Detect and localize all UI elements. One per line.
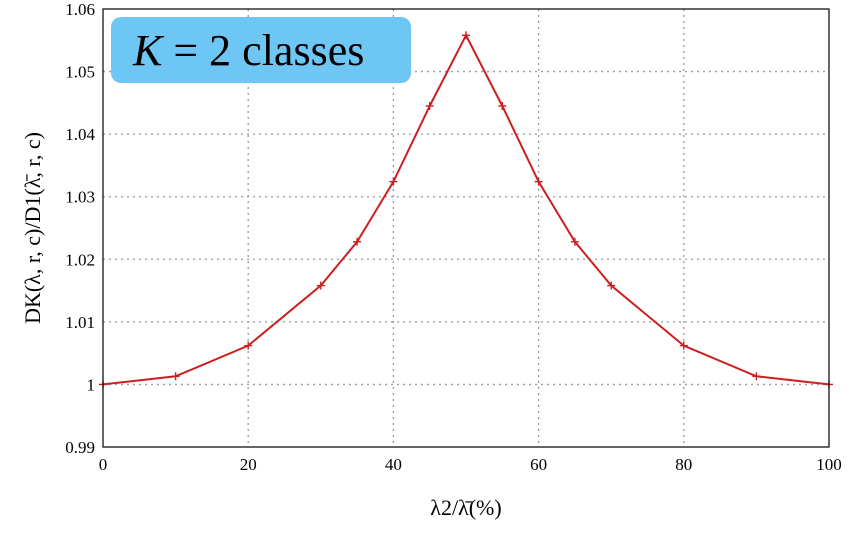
- series-line: [102, 33, 830, 386]
- callout-k: K: [132, 26, 165, 75]
- y-tick-label: 1.03: [65, 188, 95, 207]
- callout-box: [111, 17, 411, 83]
- data-point: [570, 237, 579, 246]
- x-axis-ticks: 0 20 40 60 80 100: [99, 455, 842, 474]
- x-tick-label: 60: [530, 455, 547, 474]
- x-tick-label: 80: [675, 455, 692, 474]
- data-point: [462, 31, 470, 40]
- data-point: [171, 372, 180, 381]
- data-point: [389, 177, 398, 186]
- y-axis-ticks: 0.99 1 1.01 1.02 1.03 1.04 1.05 1.06: [65, 0, 95, 457]
- callout: K = 2 classes: [111, 17, 411, 83]
- y-tick-label: 1.01: [65, 313, 95, 332]
- x-tick-label: 40: [385, 455, 402, 474]
- x-tick-label: 0: [99, 455, 108, 474]
- data-point: [607, 281, 616, 290]
- data-point: [498, 101, 507, 110]
- y-axis-label: DK(λ, r, c)/D1(λ̄, r, c): [20, 132, 45, 324]
- data-point: [534, 177, 543, 186]
- data-point: [353, 237, 362, 246]
- y-tick-label: 1.05: [65, 63, 95, 82]
- data-point: [679, 341, 688, 350]
- data-point: [425, 101, 434, 110]
- y-tick-label: 1: [87, 375, 96, 394]
- data-point: [244, 341, 253, 350]
- x-tick-label: 20: [240, 455, 257, 474]
- y-tick-label: 1.06: [65, 0, 95, 19]
- x-tick-label: 100: [816, 455, 842, 474]
- data-point: [316, 281, 325, 290]
- series-group: [99, 31, 833, 389]
- callout-text: K = 2 classes: [132, 26, 364, 75]
- callout-rest: = 2 classes: [162, 26, 364, 75]
- y-tick-label: 1.04: [65, 125, 95, 144]
- y-tick-label: 1.02: [65, 250, 95, 269]
- plot-frame: [102, 8, 830, 448]
- data-point: [752, 372, 761, 381]
- y-tick-label: 0.99: [65, 438, 95, 457]
- x-axis-label: λ2/λ̄(%): [430, 495, 501, 520]
